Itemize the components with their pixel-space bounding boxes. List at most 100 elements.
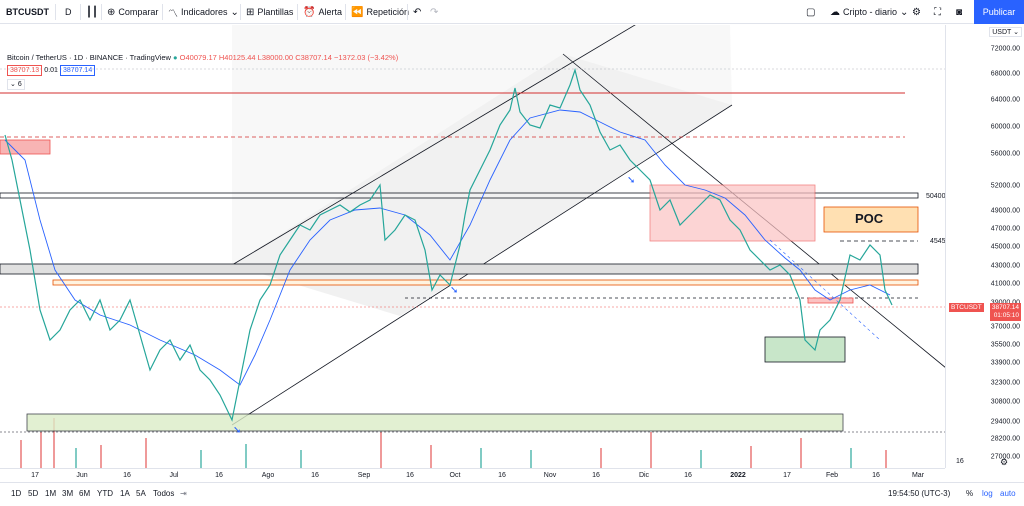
price-label: 56000.00 bbox=[990, 150, 1020, 158]
chevron-down-icon: ⌄ bbox=[900, 6, 909, 18]
time-label: Oct bbox=[449, 472, 461, 479]
indicator-count: 6 bbox=[17, 81, 22, 88]
time-label: Dic bbox=[638, 472, 650, 479]
ascending-channel-fill bbox=[232, 54, 732, 316]
demand-zone-bottom[interactable] bbox=[26, 413, 844, 432]
bar-countdown: 01:05:10 bbox=[993, 312, 1019, 319]
current-symbol-tag: BTCUSDT bbox=[949, 303, 984, 312]
indicators-collapse[interactable]: ⌄ 6 bbox=[7, 79, 25, 90]
arrow-marker-3: ➘ bbox=[233, 425, 241, 436]
rewind-icon: ⏪ bbox=[351, 6, 364, 18]
indicators-icon: 〽 bbox=[168, 8, 178, 20]
zone-label-50400: 50400-50800 bbox=[926, 193, 945, 200]
time-label: 17 bbox=[783, 472, 791, 479]
chart-type-button[interactable]: ┃┃ bbox=[86, 0, 98, 24]
series-title: Bitcoin / TetherUS · 1D · BINANCE · Trad… bbox=[7, 53, 171, 62]
time-label: Nov bbox=[543, 472, 557, 479]
demand-zone-jan[interactable] bbox=[764, 336, 846, 363]
publish-label: Publicar bbox=[982, 7, 1016, 17]
time-label: Jul bbox=[169, 472, 179, 479]
auto-toggle[interactable]: auto bbox=[1000, 489, 1016, 498]
currency-label: USDT bbox=[992, 29, 1012, 36]
date-range-icon[interactable]: ⇥ bbox=[180, 489, 187, 498]
indicators-button[interactable]: 〽 Indicadores ⌄ bbox=[168, 0, 239, 24]
price-label: 45000.00 bbox=[990, 243, 1020, 251]
log-toggle[interactable]: log bbox=[982, 489, 993, 498]
range-ytd[interactable]: YTD bbox=[97, 489, 113, 498]
zone-50400-50800[interactable] bbox=[0, 192, 919, 199]
compare-button[interactable]: ⊕ Comparar bbox=[107, 0, 158, 24]
time-label: Ago bbox=[261, 472, 275, 479]
chart-pane[interactable]: ➘ ➘ ➘ 50400-50800 45450 POC Bitcoin / Te… bbox=[0, 25, 945, 468]
templates-button[interactable]: ⊞ Plantillas bbox=[246, 0, 293, 24]
small-supply-zone[interactable] bbox=[807, 297, 854, 304]
time-label: 16 bbox=[406, 472, 414, 479]
price-label: 30800.00 bbox=[990, 398, 1020, 406]
plus-circle-icon: ⊕ bbox=[107, 6, 116, 18]
time-label: 16 bbox=[684, 472, 692, 479]
alert-label: Alerta bbox=[318, 7, 342, 17]
alert-button[interactable]: ⏰ Alerta bbox=[303, 0, 342, 24]
currency-select[interactable]: USDT ⌄ bbox=[989, 27, 1022, 37]
chevron-down-icon: ⌄ bbox=[230, 6, 239, 18]
camera-icon: ◙ bbox=[956, 6, 963, 18]
level-label-45450: 45450 bbox=[930, 238, 945, 245]
ask-badge[interactable]: 38707.14 bbox=[60, 65, 96, 76]
cloud-icon: ☁ bbox=[830, 6, 840, 18]
range-1a[interactable]: 1A bbox=[120, 489, 130, 498]
supply-zone-dec[interactable] bbox=[649, 184, 816, 242]
range-all[interactable]: Todos bbox=[153, 489, 175, 498]
fullscreen-button[interactable]: ⛶ bbox=[934, 0, 941, 24]
price-label: 41000.00 bbox=[990, 280, 1020, 288]
zone-43000[interactable] bbox=[0, 263, 919, 275]
layout-toggle[interactable]: ▢ bbox=[806, 0, 815, 24]
replay-label: Repetición bbox=[366, 7, 409, 17]
range-5d[interactable]: 5D bbox=[28, 489, 39, 498]
range-5a[interactable]: 5A bbox=[136, 489, 146, 498]
spread-value: 0.01 bbox=[44, 67, 58, 74]
axis-settings-icon[interactable]: ⚙ bbox=[1000, 457, 1009, 467]
price-label: 37000.00 bbox=[990, 323, 1020, 331]
range-3m[interactable]: 3M bbox=[62, 489, 74, 498]
supply-zone-left[interactable] bbox=[0, 139, 51, 155]
clock[interactable]: 19:54:50 (UTC-3) bbox=[888, 489, 951, 498]
price-axis[interactable]: USDT ⌄ 72000.00 68000.00 64000.00 60000.… bbox=[945, 25, 1024, 468]
redo-button[interactable]: ↷ bbox=[430, 0, 438, 24]
interval-label: D bbox=[65, 7, 72, 17]
zone-41000[interactable] bbox=[52, 279, 919, 286]
settings-button[interactable]: ⚙ bbox=[912, 0, 921, 24]
percent-toggle[interactable]: % bbox=[966, 489, 974, 498]
price-label: 32300.00 bbox=[990, 379, 1020, 387]
time-label: Jun bbox=[76, 472, 88, 479]
poc-label: POC bbox=[855, 211, 884, 226]
gear-icon: ⚙ bbox=[912, 6, 921, 18]
range-6m[interactable]: 6M bbox=[79, 489, 91, 498]
price-label: 72000.00 bbox=[990, 45, 1020, 53]
poc-box[interactable] bbox=[823, 206, 919, 233]
chart-legend: Bitcoin / TetherUS · 1D · BINANCE · Trad… bbox=[7, 53, 398, 90]
candles-icon: ┃┃ bbox=[86, 6, 99, 18]
price-label: 28200.00 bbox=[990, 435, 1020, 443]
bottom-toolbar: 1D 5D 1M 3M 6M YTD 1A 5A Todos ⇥ 19:54:5… bbox=[0, 482, 1024, 506]
indicators-label: Indicadores bbox=[181, 7, 228, 17]
interval-button[interactable]: D bbox=[65, 0, 72, 24]
snapshot-button[interactable]: ◙ bbox=[956, 0, 962, 24]
layout-select[interactable]: ☁ Cripto - diario ⌄ bbox=[830, 0, 908, 24]
time-label: Sep bbox=[357, 472, 371, 479]
market-open-dot: ● bbox=[173, 53, 178, 62]
current-price-tag: 38707.14 01:05:10 bbox=[989, 303, 1021, 321]
range-1m[interactable]: 1M bbox=[45, 489, 57, 498]
bid-badge[interactable]: 38707.13 bbox=[7, 65, 43, 76]
price-label: 49000.00 bbox=[990, 207, 1020, 215]
templates-label: Plantillas bbox=[257, 7, 294, 17]
time-axis[interactable]: 17 Jun 16 Jul 16 Ago 16 Sep 16 Oct 16 No… bbox=[0, 457, 1008, 482]
layout-label: Cripto - diario bbox=[843, 7, 898, 17]
chart-canvas[interactable]: ➘ ➘ ➘ 50400-50800 45450 POC bbox=[0, 25, 945, 468]
replay-button[interactable]: ⏪ Repetición bbox=[351, 0, 409, 24]
grid-icon: ⊞ bbox=[246, 6, 255, 18]
range-1d[interactable]: 1D bbox=[11, 489, 22, 498]
publish-button[interactable]: Publicar bbox=[974, 0, 1024, 24]
symbol-search[interactable]: BTCUSDT bbox=[6, 0, 49, 24]
undo-button[interactable]: ↶ bbox=[413, 0, 421, 24]
